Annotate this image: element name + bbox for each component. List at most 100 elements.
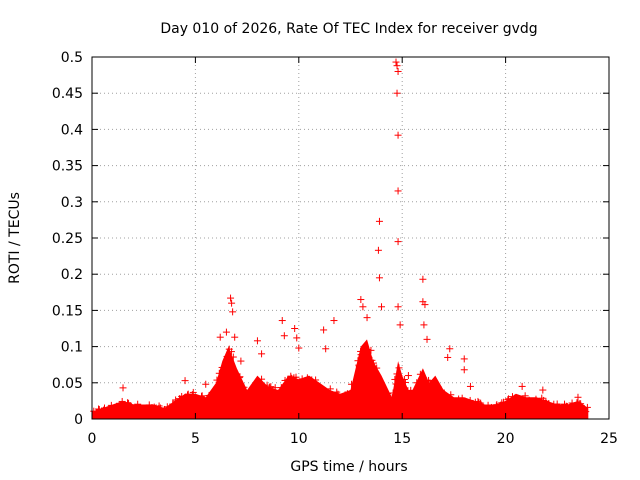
data-point [326, 385, 334, 393]
data-point [362, 358, 370, 366]
data-point [228, 299, 236, 307]
data-point [125, 399, 133, 407]
data-point [416, 370, 424, 378]
data-point [460, 366, 468, 374]
data-point [308, 376, 316, 384]
data-point [374, 246, 382, 254]
data-point [303, 377, 311, 385]
data-point [437, 386, 445, 394]
data-point [231, 333, 239, 341]
data-point [439, 393, 447, 401]
data-point [248, 388, 256, 396]
data-point [371, 382, 379, 390]
data-point [223, 365, 231, 373]
data-point [237, 357, 245, 365]
data-point [447, 391, 455, 399]
data-point [561, 400, 569, 408]
data-point [407, 399, 415, 407]
data-point [293, 387, 301, 395]
data-point [117, 404, 125, 412]
data-point [460, 355, 468, 363]
y-tick-label: 0.05 [52, 376, 83, 392]
data-point [583, 403, 591, 411]
data-point [386, 400, 394, 408]
data-point [215, 369, 223, 377]
data-point [343, 390, 351, 398]
x-tick-label: 15 [393, 431, 411, 447]
data-point [527, 399, 535, 407]
data-point [466, 382, 474, 390]
data-point [163, 403, 171, 411]
data-point [450, 399, 458, 407]
data-point [395, 364, 403, 372]
data-point [355, 361, 363, 369]
data-point [427, 385, 435, 393]
data-point [555, 405, 563, 413]
data-point [295, 344, 303, 352]
data-point [90, 407, 98, 415]
data-point [229, 308, 237, 316]
data-point [322, 388, 330, 396]
data-point [460, 401, 468, 409]
data-point [291, 325, 299, 332]
data-point [580, 405, 588, 413]
data-point [375, 388, 383, 396]
data-point [507, 398, 515, 406]
data-point [419, 275, 427, 283]
grid-lines [92, 57, 609, 419]
data-point [271, 384, 279, 392]
data-point [226, 362, 234, 370]
data-point [444, 400, 452, 408]
data-point [373, 364, 381, 372]
data-point [577, 401, 585, 409]
data-point [251, 392, 259, 400]
data-point [393, 62, 401, 70]
data-point [205, 395, 213, 403]
data-point [400, 376, 408, 384]
data-point [533, 400, 541, 408]
data-point [134, 407, 142, 415]
data-point [348, 380, 356, 388]
data-point [532, 395, 540, 403]
data-point [369, 359, 377, 367]
data-point [477, 399, 485, 407]
data-point [420, 321, 428, 329]
data-point [303, 374, 311, 382]
data-point [306, 384, 314, 392]
data-point [280, 383, 288, 391]
data-point [475, 402, 483, 410]
data-point [394, 67, 402, 75]
data-point [388, 394, 396, 402]
data-point [362, 353, 370, 361]
data-point [455, 395, 463, 403]
data-point [392, 58, 400, 66]
data-point [337, 399, 345, 407]
data-point [322, 389, 330, 397]
x-tick-label: 0 [88, 431, 97, 447]
data-point [194, 395, 202, 403]
data-point [330, 317, 338, 325]
data-point [574, 393, 582, 401]
data-point [487, 403, 495, 411]
data-point [354, 357, 362, 365]
plot-frame [91, 56, 610, 420]
data-point [219, 378, 227, 386]
data-point [290, 374, 298, 382]
data-point [410, 389, 418, 397]
data-point [113, 402, 121, 410]
y-axis-label: ROTI / TECUs [7, 192, 23, 284]
data-point [366, 375, 374, 383]
data-point [287, 389, 295, 397]
data-point [406, 398, 414, 406]
data-point [124, 399, 132, 407]
data-point [277, 384, 285, 392]
data-point [322, 345, 330, 353]
data-point [518, 382, 526, 390]
data-point [500, 398, 508, 406]
axis-ticks [91, 56, 610, 420]
chart-title: Day 010 of 2026, Rate Of TEC Index for r… [160, 21, 537, 37]
data-point [394, 238, 402, 246]
data-point [284, 376, 292, 384]
x-axis-label: GPS time / hours [290, 459, 407, 475]
